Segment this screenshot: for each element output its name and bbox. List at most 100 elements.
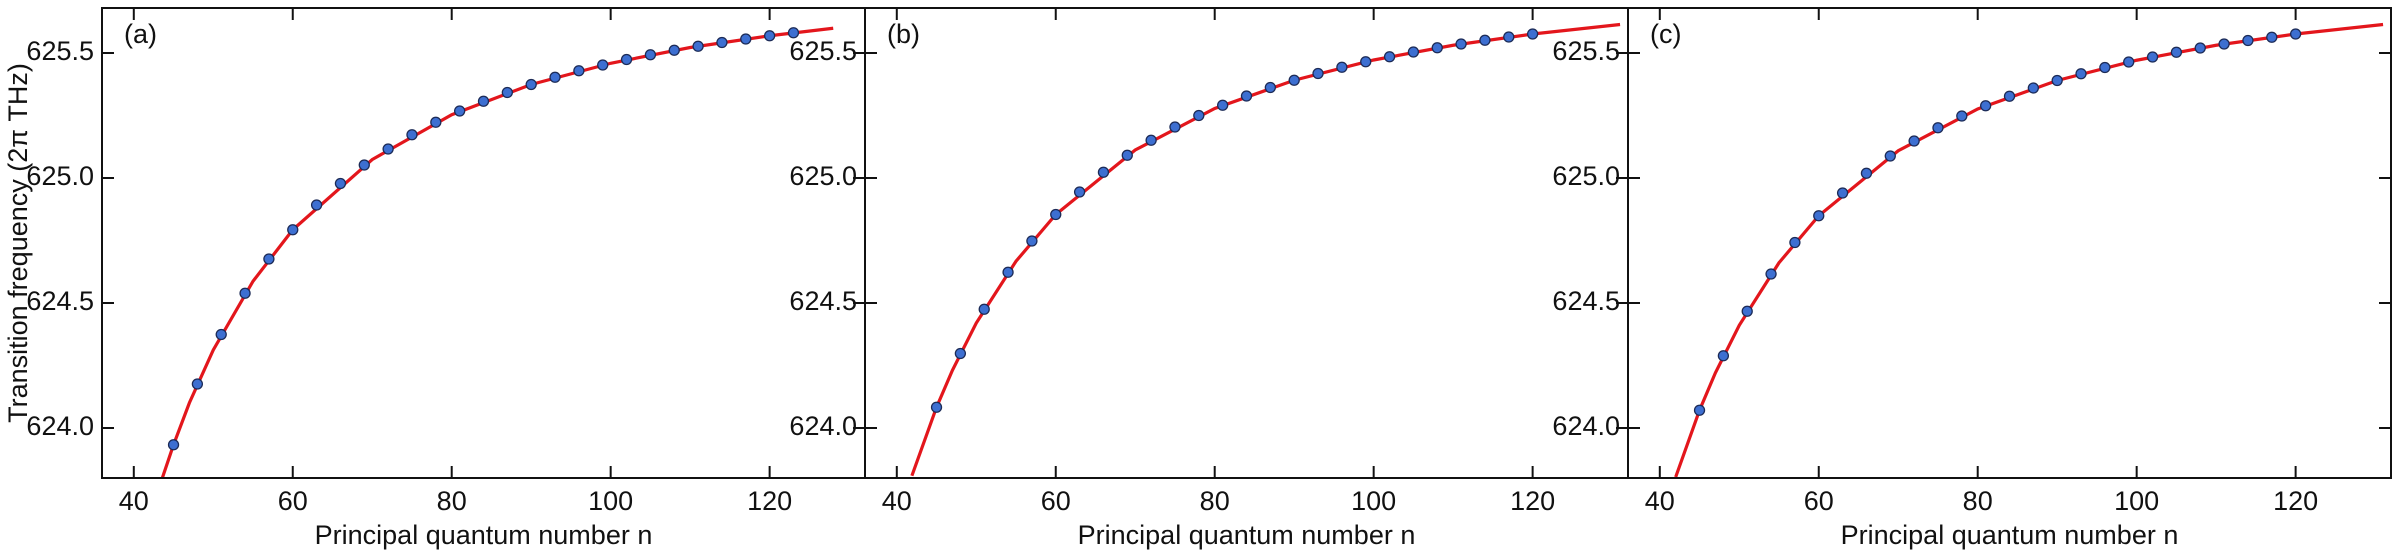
x-tick-label: 80 — [1963, 486, 1993, 516]
data-point — [1479, 34, 1491, 46]
data-point — [191, 378, 204, 390]
data-point — [716, 36, 728, 49]
data-point — [1360, 56, 1372, 68]
data-point — [358, 159, 370, 171]
data-point — [1002, 266, 1014, 278]
y-tick-label: 625.0 — [789, 161, 857, 191]
data-point — [787, 27, 800, 39]
y-axis-label: Transition frequency (2π THz) — [3, 63, 33, 423]
data-point — [1980, 100, 1992, 112]
x-tick-label: 40 — [882, 486, 912, 516]
data-point — [477, 95, 490, 107]
data-point — [1217, 99, 1229, 111]
data-point — [2194, 42, 2206, 54]
data-point — [1503, 31, 1515, 43]
x-tick-label: 100 — [2114, 486, 2159, 516]
x-tick-label: 40 — [119, 486, 149, 516]
data-point — [2266, 31, 2278, 43]
data-point — [1193, 109, 1205, 122]
data-point — [692, 40, 704, 52]
data-point — [382, 143, 394, 155]
data-point — [954, 347, 967, 360]
data-point — [1717, 350, 1730, 362]
plot-area — [910, 22, 1621, 477]
y-tick-label: 624.0 — [789, 411, 857, 441]
data-point — [263, 253, 275, 265]
data-point — [644, 49, 657, 61]
plot-area — [160, 26, 834, 478]
panel-label: (b) — [887, 19, 920, 49]
data-point — [668, 44, 680, 56]
data-point — [1908, 135, 1920, 147]
x-tick-label: 120 — [2273, 486, 2318, 516]
y-tick-label: 624.0 — [1552, 411, 1620, 441]
data-point — [2242, 34, 2254, 47]
y-tick-label: 624.5 — [26, 286, 94, 316]
data-point — [1383, 51, 1396, 63]
data-point — [406, 129, 418, 141]
data-point — [1765, 268, 1777, 280]
data-point — [1836, 187, 1849, 199]
data-point — [620, 53, 633, 66]
fit-line — [1674, 22, 2384, 478]
panel: 40 60 80 100 120 624.0 624.5 625.0 625.5 (a) Princ… — [3, 7, 866, 550]
data-point — [763, 30, 776, 42]
data-point — [1264, 81, 1276, 94]
data-point — [2003, 90, 2016, 102]
data-point — [1526, 28, 1539, 40]
data-point — [1884, 150, 1896, 162]
data-point — [2289, 28, 2302, 40]
y-tick-label: 625.0 — [1552, 161, 1620, 191]
x-tick-label: 40 — [1645, 486, 1675, 516]
data-point — [1789, 236, 1801, 249]
fit-line — [160, 26, 834, 478]
data-point — [334, 177, 347, 190]
fit-line — [910, 22, 1621, 477]
data-point — [2123, 56, 2135, 68]
x-tick-label: 80 — [437, 486, 467, 516]
data-point — [287, 224, 299, 236]
data-point — [1336, 61, 1348, 73]
data-point — [1741, 305, 1753, 317]
data-point — [549, 71, 561, 83]
data-point — [1956, 110, 1968, 122]
data-point — [454, 105, 466, 117]
data-point — [2075, 68, 2087, 80]
x-tick-label: 100 — [1351, 486, 1396, 516]
axes-frame — [101, 7, 866, 479]
axes-frame — [1627, 7, 2392, 479]
data-point — [1288, 74, 1300, 86]
panel: 40 60 80 100 120 624.0 624.5 625.0 625.5 (b) Princ… — [789, 7, 1629, 550]
data-point — [1145, 134, 1157, 146]
y-tick-label: 624.5 — [789, 286, 857, 316]
data-point — [239, 287, 251, 299]
data-point — [1407, 46, 1420, 58]
data-point — [310, 199, 323, 211]
x-tick-label: 60 — [278, 486, 308, 516]
panel-label: (a) — [124, 19, 157, 49]
y-tick-label: 625.5 — [789, 36, 857, 66]
data-point — [2051, 74, 2063, 87]
data-point — [1431, 42, 1443, 54]
data-point — [740, 33, 752, 45]
data-point — [1932, 122, 1944, 134]
data-point — [1073, 186, 1086, 198]
data-point — [2146, 51, 2159, 63]
x-axis-label: Principal quantum number n — [1078, 520, 1416, 550]
x-tick-label: 80 — [1200, 486, 1230, 516]
y-tick-label: 625.5 — [1552, 36, 1620, 66]
data-point — [167, 439, 180, 451]
data-point — [1693, 404, 1706, 416]
data-point — [978, 303, 990, 315]
data-point — [1813, 210, 1825, 222]
data-point — [501, 86, 513, 99]
data-point — [2218, 38, 2230, 50]
x-axis-label: Principal quantum number n — [315, 520, 653, 550]
data-point — [1026, 235, 1038, 247]
y-tick-label: 625.0 — [26, 161, 94, 191]
data-point — [573, 65, 585, 77]
x-tick-label: 120 — [747, 486, 792, 516]
data-point — [1050, 208, 1062, 221]
x-tick-label: 120 — [1510, 486, 1555, 516]
